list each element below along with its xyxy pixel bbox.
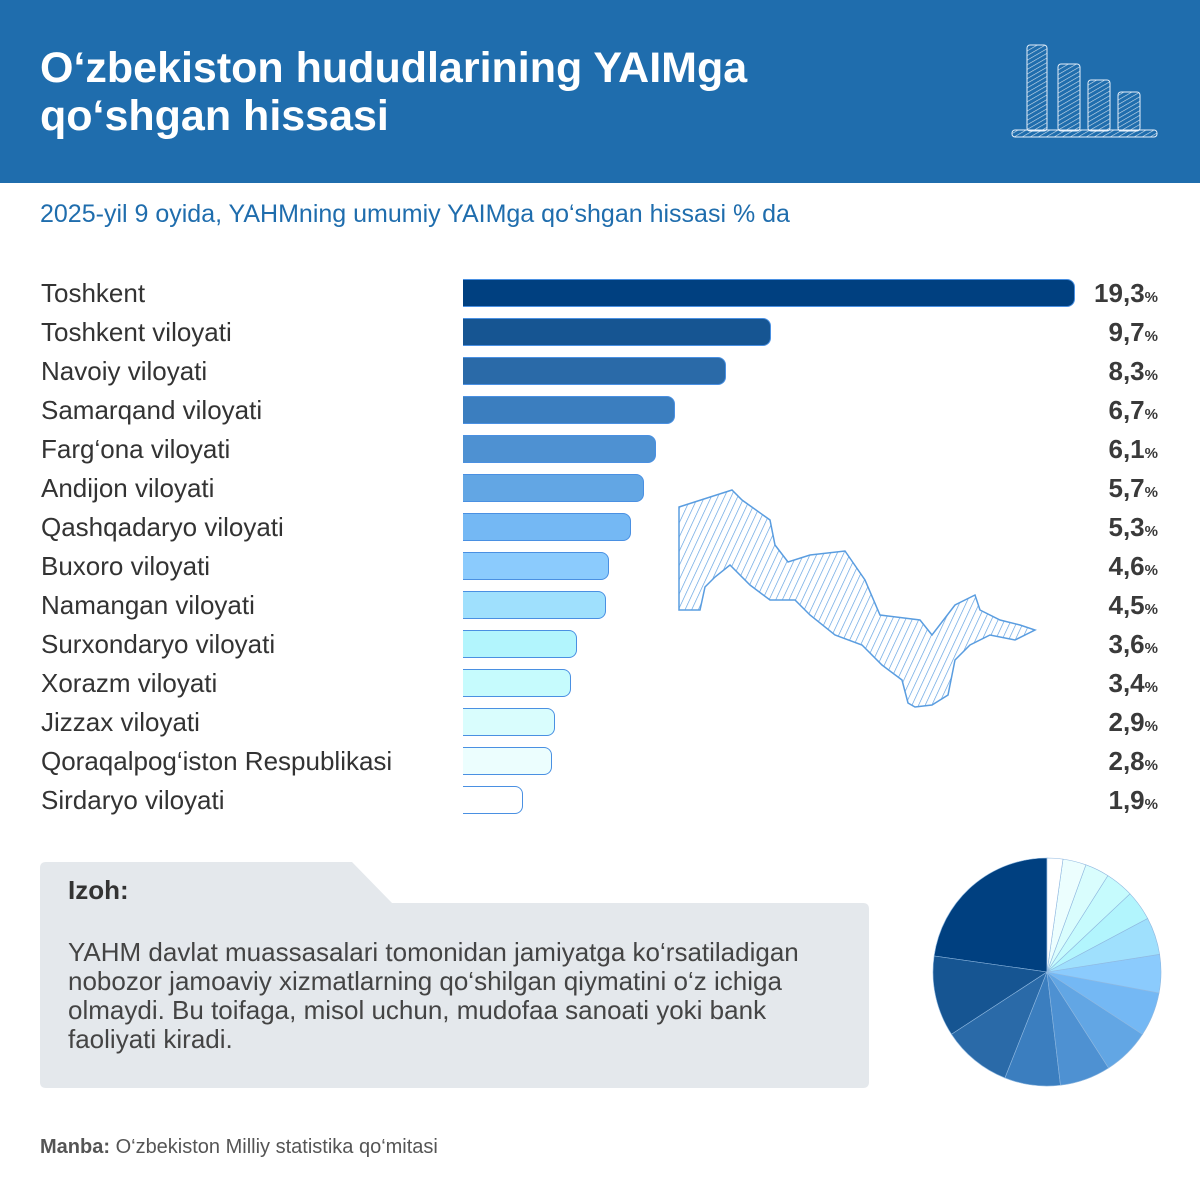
pie-chart <box>932 857 1162 1087</box>
note-text: YAHM davlat muassasalari tomonidan jamiy… <box>68 937 799 1054</box>
pie-slice <box>932 955 1048 1035</box>
bar-value-label: 6,7% <box>1109 395 1159 430</box>
bar <box>463 474 644 502</box>
bar <box>463 279 1075 307</box>
percent-sign: % <box>1144 406 1158 423</box>
bar <box>463 552 609 580</box>
uzbekistan-map-illustration <box>678 489 1037 708</box>
bar-chart-icon <box>1011 44 1158 138</box>
percent-sign: % <box>1144 601 1158 618</box>
bar-value-label: 1,9% <box>1109 785 1159 820</box>
bar-label: Toshkent <box>41 278 146 308</box>
bar-value-label: 3,4% <box>1109 668 1159 703</box>
pie-slice <box>933 857 1048 973</box>
bar-label: Surxondaryo viloyati <box>41 629 276 659</box>
source-label: Manba: <box>40 1136 110 1158</box>
percent-sign: % <box>1144 484 1158 501</box>
bar-value-label: 9,7% <box>1109 317 1159 352</box>
bar-value-label: 5,3% <box>1109 512 1159 547</box>
bar-value-label: 6,1% <box>1109 434 1159 469</box>
bar <box>463 669 571 697</box>
bar-value-label: 3,6% <box>1109 629 1159 664</box>
bar-value-label: 4,6% <box>1109 551 1159 586</box>
percent-sign: % <box>1144 718 1158 735</box>
bar-value-label: 19,3% <box>1094 278 1158 313</box>
percent-sign: % <box>1144 367 1158 384</box>
value-text: 4,6 <box>1108 551 1145 581</box>
bar <box>463 591 606 619</box>
percent-sign: % <box>1144 757 1158 774</box>
bar <box>463 357 727 385</box>
percent-sign: % <box>1144 523 1158 540</box>
source: Manba: O‘zbekiston Milliy statistika qo‘… <box>40 1136 438 1159</box>
value-text: 5,7 <box>1108 473 1145 503</box>
page-title: O‘zbekiston hududlarining YAIMga qo‘shga… <box>40 44 748 140</box>
bar-label: Xorazm viloyati <box>41 668 218 698</box>
percent-sign: % <box>1144 562 1158 579</box>
bar-label: Namangan viloyati <box>41 590 255 620</box>
bar-value-label: 4,5% <box>1109 590 1159 625</box>
percent-sign: % <box>1144 640 1158 657</box>
bar <box>463 435 657 463</box>
bar-value-label: 2,9% <box>1109 707 1159 742</box>
bar-label: Toshkent viloyati <box>41 317 232 347</box>
percent-sign: % <box>1144 679 1158 696</box>
chart-subtitle: 2025-yil 9 oyida, YAHMning umumiy YAIMga… <box>40 200 790 228</box>
percent-sign: % <box>1144 796 1158 813</box>
percent-sign: % <box>1144 289 1158 306</box>
bar <box>463 708 555 736</box>
bar <box>463 630 578 658</box>
value-text: 3,6 <box>1108 629 1145 659</box>
source-text: O‘zbekiston Milliy statistika qo‘mitasi <box>115 1136 438 1158</box>
bar-label: Andijon viloyati <box>41 473 215 503</box>
value-text: 3,4 <box>1108 668 1145 698</box>
value-text: 2,9 <box>1108 707 1145 737</box>
bar-label: Qashqadaryo viloyati <box>41 512 284 542</box>
value-text: 5,3 <box>1108 512 1145 542</box>
bar-label: Farg‘ona viloyati <box>41 434 231 464</box>
bar-label: Samarqand viloyati <box>41 395 263 425</box>
value-text: 9,7 <box>1108 317 1145 347</box>
percent-sign: % <box>1144 445 1158 462</box>
bar <box>463 318 771 346</box>
bar-label: Buxoro viloyati <box>41 551 211 581</box>
header-banner <box>0 0 1200 183</box>
value-text: 6,1 <box>1108 434 1145 464</box>
note-title: Izoh: <box>68 875 129 905</box>
note-box <box>40 862 869 1088</box>
value-text: 1,9 <box>1108 785 1145 815</box>
value-text: 6,7 <box>1108 395 1145 425</box>
bar-label: Navoiy viloyati <box>41 356 208 386</box>
bar <box>463 786 524 814</box>
pie-slice <box>1046 857 1064 973</box>
bar <box>463 396 676 424</box>
bar-label: Jizzax viloyati <box>41 707 200 737</box>
bar <box>463 513 632 541</box>
bar <box>463 747 552 775</box>
bar-label: Sirdaryo viloyati <box>41 785 225 815</box>
value-text: 8,3 <box>1108 356 1145 386</box>
value-text: 4,5 <box>1108 590 1145 620</box>
value-text: 19,3 <box>1094 278 1145 308</box>
bar-value-label: 5,7% <box>1109 473 1159 508</box>
value-text: 2,8 <box>1108 746 1145 776</box>
bar-value-label: 2,8% <box>1109 746 1159 781</box>
percent-sign: % <box>1144 328 1158 345</box>
bar-label: Qoraqalpog‘iston Respublikasi <box>41 746 393 776</box>
bar-value-label: 8,3% <box>1109 356 1159 391</box>
